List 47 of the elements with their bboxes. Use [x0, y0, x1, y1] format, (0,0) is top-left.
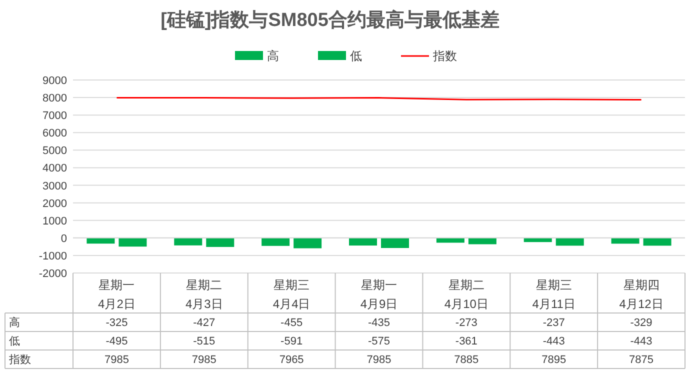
data-label: -329 [630, 317, 652, 329]
x-tick-label: 星期三 4月11日 [532, 278, 576, 311]
text: 高 [9, 317, 20, 329]
x-tick-label: 星期四 4月12日 [619, 278, 664, 311]
x-tick-label: 星期三 4月4日 [272, 278, 310, 311]
legend-label: 指数 [432, 49, 457, 63]
data-label: -591 [280, 336, 303, 348]
data-label: -427 [193, 317, 216, 329]
data-label: 7875 [629, 354, 654, 366]
x-tick-label: 星期一 4月9日 [360, 278, 398, 311]
y-tick-label: 7000 [42, 110, 67, 122]
data-label: -443 [542, 336, 565, 348]
y-tick-label: -2000 [38, 268, 67, 280]
y-tick-label: 1000 [42, 215, 67, 228]
data-label: 7895 [542, 354, 566, 366]
y-tick-label: 2000 [42, 198, 67, 210]
data-label: 7885 [454, 354, 479, 366]
data-label: 7985 [366, 354, 392, 366]
x-tick-label: 星期二 4月10日 [444, 278, 488, 311]
y-tick-label: 5000 [42, 145, 67, 158]
data-label: -515 [193, 336, 216, 348]
x-tick-label: 星期一 4月2日 [98, 278, 136, 311]
legend-label: 高 [267, 49, 279, 63]
x-tick-label: 星期二 4月3日 [185, 278, 223, 311]
data-label: -575 [368, 336, 390, 348]
text: 低 [9, 336, 20, 348]
legend-label: 低 [350, 49, 362, 63]
chart-title: [硅锰]指数与SM805合约最高与最低基差 [160, 9, 500, 31]
data-label: -443 [630, 336, 652, 348]
y-tick-label: 3000 [42, 180, 67, 192]
data-label: 7965 [279, 354, 304, 366]
y-tick-label: 0 [60, 232, 67, 245]
y-tick-label: 8000 [42, 92, 67, 105]
y-tick-label: 6000 [42, 128, 67, 140]
data-label: -361 [455, 336, 478, 348]
y-tick-label: 9000 [42, 75, 67, 87]
data-label: -237 [542, 317, 565, 329]
y-tick-label: 4000 [42, 162, 67, 175]
y-tick-label: -1000 [38, 250, 67, 262]
data-label: -455 [280, 317, 303, 329]
data-label: -495 [106, 336, 128, 348]
data-label: -273 [455, 317, 478, 329]
data-label: -325 [106, 317, 128, 329]
data-label: 7985 [104, 354, 129, 366]
data-label: -435 [368, 317, 390, 329]
data-label: 7985 [192, 354, 216, 366]
text: 指数 [9, 354, 31, 366]
